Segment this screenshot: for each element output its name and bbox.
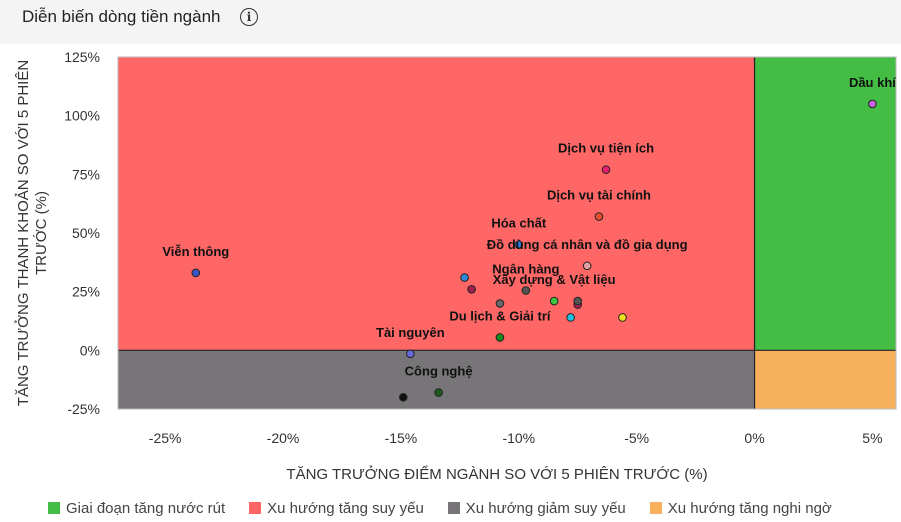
legend-label: Giai đoạn tăng nước rút bbox=[66, 499, 226, 517]
data-point bbox=[514, 240, 524, 250]
y-tick-label: 100% bbox=[64, 108, 100, 124]
x-tick-label: -10% bbox=[502, 430, 535, 446]
legend-label: Xu hướng tăng nghi ngờ bbox=[667, 499, 832, 517]
y-axis-title: TĂNG TRƯỞNG THANH KHOẢN SO VỚI 5 PHIÊNTR… bbox=[14, 60, 50, 406]
y-tick-label: 0% bbox=[80, 342, 100, 358]
data-point bbox=[495, 333, 505, 342]
legend-swatch bbox=[249, 502, 262, 514]
data-point bbox=[566, 313, 575, 322]
data-point bbox=[434, 388, 443, 397]
x-tick-label: 5% bbox=[862, 430, 882, 446]
y-tick-label: -25% bbox=[67, 401, 100, 417]
data-point bbox=[406, 349, 415, 359]
x-tick-label: -25% bbox=[149, 430, 182, 446]
info-icon[interactable]: i bbox=[240, 8, 258, 26]
data-point bbox=[549, 296, 559, 306]
legend-item[interactable]: Giai đoạn tăng nước rút bbox=[48, 498, 225, 518]
data-point bbox=[398, 392, 408, 402]
quadrant-bottom-right bbox=[754, 350, 896, 409]
legend-swatch bbox=[447, 502, 460, 514]
plot-border bbox=[117, 56, 897, 410]
x-tick-label: -15% bbox=[385, 430, 418, 446]
data-point bbox=[582, 261, 592, 271]
data-label: Đồ dùng cá nhân và đồ gia dụng bbox=[487, 237, 688, 252]
data-label: Viễn thông bbox=[162, 244, 229, 259]
data-label: Xây dựng & Vật liệu bbox=[493, 272, 616, 287]
data-label: Hóa chất bbox=[491, 216, 547, 231]
y-tick-label: 125% bbox=[64, 49, 100, 65]
data-label: Công nghệ bbox=[405, 364, 473, 379]
y-tick-label: 50% bbox=[72, 225, 100, 241]
x-tick-label: -20% bbox=[267, 430, 300, 446]
data-point bbox=[868, 99, 877, 109]
x-tick-label: 0% bbox=[744, 430, 764, 446]
chart-legend: Giai đoạn tăng nước rút Xu hướng tăng suy… bbox=[48, 498, 832, 518]
data-point bbox=[467, 285, 476, 294]
quadrant-top-left bbox=[118, 57, 755, 351]
quadrant-bottom-left bbox=[118, 350, 755, 409]
legend-item[interactable]: Xu hướng tăng nghi ngờ bbox=[649, 498, 832, 518]
y-tick-label: 25% bbox=[72, 284, 100, 300]
scatter-chart: 125% 100% 75% 50% 25% 0% -25% -25% -20% -15% -10% -… bbox=[14, 49, 897, 483]
y-tick-label: 75% bbox=[72, 166, 100, 182]
data-label: Ngân hàng bbox=[492, 261, 559, 276]
legend-swatch bbox=[48, 502, 60, 514]
legend-label: Xu hướng giảm suy yếu bbox=[465, 499, 626, 517]
x-axis-title: TĂNG TRƯỞNG ĐIỂM NGÀNH SO VỚI 5 PHIÊN TR… bbox=[286, 465, 707, 483]
data-label: Du lịch & Giải trí bbox=[449, 308, 551, 323]
data-label: Tài nguyên bbox=[376, 325, 445, 340]
page-title: Diễn biến dòng tiền ngành bbox=[22, 7, 221, 26]
data-point bbox=[460, 273, 469, 282]
data-point bbox=[521, 286, 531, 295]
data-point bbox=[594, 212, 604, 221]
legend-label: Xu hướng tăng suy yếu bbox=[267, 499, 424, 517]
legend-item[interactable]: Xu hướng tăng suy yếu bbox=[249, 498, 424, 518]
data-point bbox=[495, 299, 505, 308]
x-tick-label: -5% bbox=[624, 430, 649, 446]
data-label: Dịch vụ tài chính bbox=[547, 188, 651, 203]
legend-item[interactable]: Xu hướng giảm suy yếu bbox=[447, 498, 626, 518]
data-label: Dầu khí bbox=[849, 75, 896, 90]
header-bar: Diễn biến dòng tiền ngành i bbox=[0, 0, 901, 44]
legend-swatch bbox=[649, 502, 662, 514]
data-point bbox=[601, 165, 611, 174]
data-point bbox=[191, 268, 201, 278]
data-point bbox=[573, 296, 583, 306]
data-label: Dịch vụ tiện ích bbox=[558, 141, 654, 156]
data-point bbox=[618, 313, 627, 322]
